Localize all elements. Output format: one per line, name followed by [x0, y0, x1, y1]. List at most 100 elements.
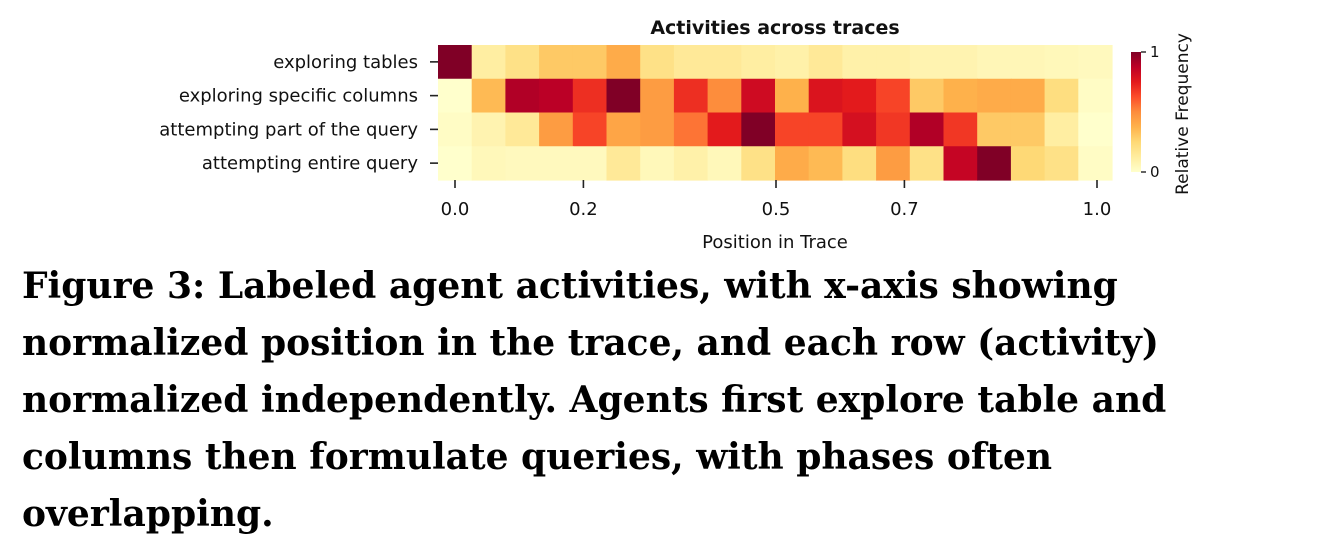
colorbar-label: Relative Frequency [1173, 33, 1193, 195]
row-label: attempting entire query [202, 153, 418, 174]
heatmap-cell [505, 112, 540, 147]
heatmap-cell [741, 45, 776, 80]
heatmap-cell [505, 78, 540, 114]
heatmap-cell [640, 45, 675, 80]
x-tick-label: 0.0 [441, 199, 470, 220]
heatmap-cell [977, 45, 1012, 80]
x-axis-ticks: 0.0 0.2 0.5 0.7 1.0 [441, 180, 1112, 220]
heatmap-cell [977, 112, 1012, 147]
heatmap-cell [572, 78, 608, 114]
heatmap-cell [1078, 112, 1113, 147]
heatmap-cell [808, 112, 843, 147]
heatmap-cell [876, 45, 911, 80]
heatmap-cell [808, 78, 843, 114]
row-label: attempting part of the query [159, 119, 418, 140]
heatmap-cell [1010, 146, 1046, 181]
row-labels: exploring tables exploring specific colum… [159, 52, 438, 174]
heatmap-cell [842, 45, 877, 80]
heatmap-cells [438, 45, 1113, 181]
row-label: exploring specific columns [179, 86, 418, 107]
heatmap-cell [876, 78, 911, 114]
heatmap-cell [977, 78, 1012, 114]
heatmap-cell [775, 45, 810, 80]
heatmap-cell [1078, 78, 1113, 114]
heatmap-cell [572, 112, 608, 147]
heatmap-cell [707, 146, 742, 181]
heatmap-cell [775, 112, 810, 147]
colorbar-tick-label: 1 [1150, 43, 1160, 61]
heatmap-cell [707, 78, 742, 114]
row-label: exploring tables [273, 52, 418, 73]
heatmap-cell [539, 146, 574, 181]
heatmap-cell [471, 45, 506, 80]
heatmap-cell [438, 45, 473, 80]
heatmap-cell [909, 112, 945, 147]
heatmap-cell [1010, 45, 1046, 80]
heatmap-cell [741, 146, 776, 181]
heatmap-cell [438, 146, 473, 181]
heatmap-cell [775, 78, 810, 114]
heatmap-cell [1078, 45, 1113, 80]
heatmap-cell [808, 45, 843, 80]
heatmap-cell [673, 45, 709, 80]
heatmap-cell [943, 78, 978, 114]
heatmap-cell [471, 78, 506, 114]
heatmap-cell [1010, 78, 1046, 114]
heatmap-cell [606, 112, 641, 147]
heatmap-cell [741, 78, 776, 114]
heatmap-cell [943, 146, 978, 181]
heatmap-cell [606, 78, 641, 114]
heatmap-cell [707, 112, 742, 147]
heatmap-cell [909, 45, 945, 80]
figure: Activities across traces exploring table… [22, 17, 1193, 535]
heatmap-cell [438, 112, 473, 147]
heatmap-cell [673, 112, 709, 147]
heatmap-cell [572, 45, 608, 80]
heatmap-cell [741, 112, 776, 147]
heatmap-cell [1044, 112, 1079, 147]
heatmap-cell [539, 78, 574, 114]
heatmap-cell [539, 45, 574, 80]
heatmap-cell [909, 146, 945, 181]
heatmap-cell [640, 146, 675, 181]
heatmap-cell [775, 146, 810, 181]
x-tick-label: 0.2 [569, 199, 598, 220]
heatmap-cell [1044, 146, 1079, 181]
heatmap-cell [539, 112, 574, 147]
x-tick-label: 1.0 [1083, 199, 1112, 220]
heatmap-cell [842, 146, 877, 181]
heatmap-cell [673, 78, 709, 114]
heatmap-cell [1010, 112, 1046, 147]
colorbar-gradient [1131, 52, 1141, 172]
heatmap-cell [1078, 146, 1113, 181]
heatmap-cell [505, 146, 540, 181]
heatmap-cell [471, 112, 506, 147]
heatmap-cell [876, 146, 911, 181]
heatmap-cell [606, 146, 641, 181]
heatmap-cell [438, 78, 473, 114]
heatmap-cell [673, 146, 709, 181]
heatmap-cell [977, 146, 1012, 181]
heatmap-cell [1044, 78, 1079, 114]
x-tick-label: 0.5 [762, 199, 791, 220]
figure-caption: Figure 3: Labeled agent activities, with… [22, 265, 1167, 535]
x-axis-label: Position in Trace [702, 232, 848, 253]
heatmap-cell [640, 78, 675, 114]
heatmap-cell [842, 78, 877, 114]
heatmap-cell [808, 146, 843, 181]
heatmap-cell [707, 45, 742, 80]
heatmap-chart: Activities across traces exploring table… [159, 17, 1193, 253]
heatmap-cell [606, 45, 641, 80]
heatmap-cell [572, 146, 608, 181]
heatmap-cell [943, 45, 978, 80]
heatmap-cell [943, 112, 978, 147]
heatmap-cell [909, 78, 945, 114]
heatmap-cell [640, 112, 675, 147]
colorbar: 1 0 Relative Frequency [1131, 33, 1193, 195]
x-tick-label: 0.7 [890, 199, 919, 220]
heatmap-cell [876, 112, 911, 147]
chart-title: Activities across traces [650, 17, 899, 39]
heatmap-cell [505, 45, 540, 80]
colorbar-tick-label: 0 [1150, 163, 1160, 181]
heatmap-cell [1044, 45, 1079, 80]
